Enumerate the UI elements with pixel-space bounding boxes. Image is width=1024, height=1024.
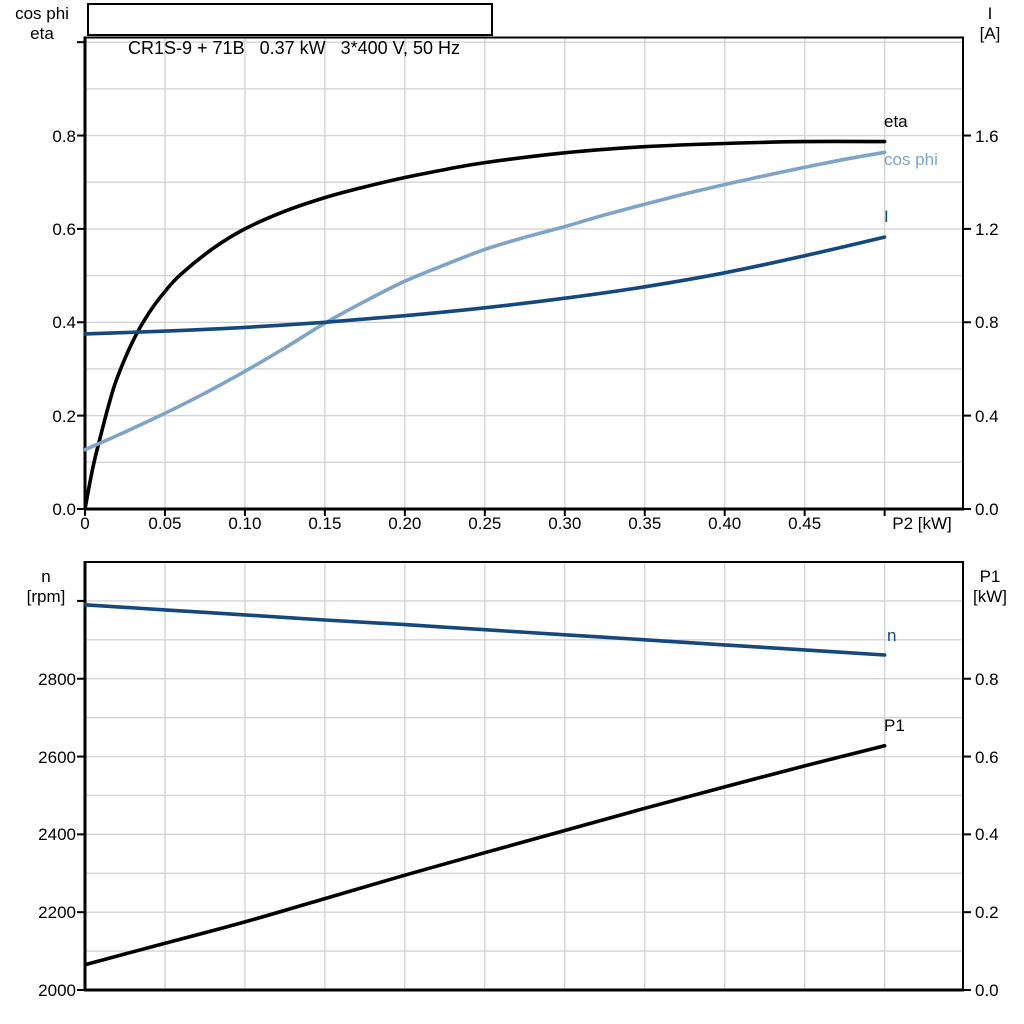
series-label-p1: P1 (884, 716, 905, 735)
y-left-tick-label: 0.0 (52, 500, 76, 519)
y-left-tick-label: 2600 (38, 747, 76, 767)
series-path-cos_phi (84, 150, 887, 452)
y-left-tick-label: 0.4 (52, 313, 76, 333)
x-tick-label: 0.45 (788, 514, 822, 533)
right-axis-title-line2: [A] (979, 24, 1001, 43)
x-tick-label: 0.20 (388, 514, 422, 533)
top-chart-left-axis-title: cos phi eta (6, 4, 78, 44)
chart-frame (84, 561, 964, 991)
bottom-chart-right-axis-title: P1 [kW] (966, 567, 1014, 607)
chart-title: CR1S-9 + 71B 0.37 kW 3*400 V, 50 Hz (128, 38, 461, 58)
right-axis-title-line2: [kW] (973, 587, 1007, 606)
y-left-tick-label: 0.8 (52, 126, 76, 146)
x-tick-label: 0.35 (628, 514, 662, 533)
x-tick-label: 0.30 (548, 514, 582, 533)
y-right-tick-label: 0.0 (975, 500, 999, 519)
series-label-cos_phi: cos phi (884, 150, 938, 169)
x-tick-label: 0.40 (708, 514, 742, 533)
y-left-tick-label: 2400 (38, 825, 76, 845)
series-label-speed: n (887, 626, 897, 645)
x-tick-label: 0.10 (228, 514, 262, 533)
top-chart-right-axis-title: I [A] (966, 4, 1014, 44)
right-axis-title-line1: I (987, 4, 993, 23)
series-path-speed (84, 603, 887, 657)
y-left-tick-label: 0.6 (52, 219, 76, 239)
x-tick-label: 0.15 (308, 514, 342, 533)
y-right-tick-label: 1.2 (975, 219, 999, 239)
y-right-tick-label: 0.6 (975, 747, 999, 767)
left-axis-title-line2: [rpm] (26, 587, 66, 606)
right-axis-title-line1: P1 (979, 567, 1001, 586)
left-axis-title-line1: cos phi (15, 4, 69, 23)
y-right-tick-label: 0.8 (975, 669, 999, 689)
y-right-tick-label: 0.4 (975, 406, 999, 426)
y-left-tick-label: 2000 (38, 981, 76, 1000)
title-box: CR1S-9 + 71B 0.37 kW 3*400 V, 50 Hz (87, 3, 493, 58)
series-path-p1 (84, 743, 887, 967)
y-left-tick-label: 0.2 (52, 406, 76, 426)
y-left-tick-label: 2800 (38, 669, 76, 689)
y-right-tick-label: 0.4 (975, 825, 999, 845)
bottom-chart-left-axis-title: n [rpm] (14, 567, 78, 607)
x-axis-title: P2 [kW] (892, 514, 952, 533)
y-right-tick-label: 1.6 (975, 126, 999, 146)
left-axis-title-line2: eta (30, 24, 54, 43)
left-axis-title-line1: n (41, 567, 51, 586)
series-path-eta (84, 139, 887, 511)
y-right-tick-label: 0.2 (975, 903, 999, 923)
y-right-tick-label: 0.0 (975, 981, 999, 1000)
chart-frame (84, 36, 964, 510)
x-tick-label: 0 (80, 514, 90, 533)
series-path-current (84, 235, 887, 336)
x-tick-label: 0.25 (468, 514, 502, 533)
series-label-eta: eta (884, 112, 908, 131)
y-right-tick-label: 0.8 (975, 313, 999, 333)
x-tick-label: 0.05 (148, 514, 182, 533)
series-label-current: I (884, 207, 889, 226)
y-left-tick-label: 2200 (38, 903, 76, 923)
